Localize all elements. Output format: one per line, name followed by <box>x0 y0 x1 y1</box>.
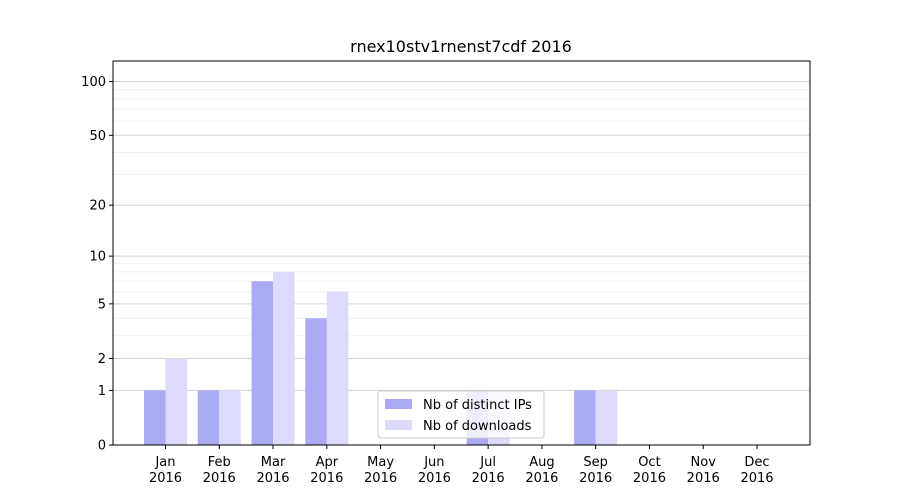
x-tick-label-year: 2016 <box>310 471 343 486</box>
legend-label: Nb of distinct IPs <box>423 398 532 413</box>
bar-downloads <box>595 390 618 445</box>
x-tick-label-month: May <box>367 455 394 470</box>
y-tick-label: 5 <box>98 297 106 312</box>
legend-swatch <box>385 399 412 409</box>
bars <box>143 271 618 445</box>
bar-distinct-ips <box>143 390 166 445</box>
legend-box <box>377 390 545 439</box>
x-tick-label-year: 2016 <box>579 471 612 486</box>
legend-swatch <box>385 420 412 430</box>
x-tick-label-month: Apr <box>316 455 339 470</box>
x-tick-label-year: 2016 <box>364 471 397 486</box>
x-tick-label-month: Mar <box>261 455 286 470</box>
x-tick-label-year: 2016 <box>203 471 236 486</box>
y-tick-label: 100 <box>81 75 106 90</box>
bar-downloads <box>273 271 295 445</box>
y-tick-label: 10 <box>89 250 106 265</box>
x-tick-label-year: 2016 <box>740 471 773 486</box>
y-tick-label: 0 <box>98 439 106 454</box>
bar-downloads <box>165 358 188 445</box>
x-tick-label-month: Sep <box>583 455 608 470</box>
x-tick-label-month: Jan <box>154 455 175 470</box>
bar-distinct-ips <box>574 390 596 445</box>
x-tick-label-month: Jul <box>479 455 496 470</box>
x-tick-label-month: Jun <box>423 455 444 470</box>
axes: 0125102050100Jan2016Feb2016Mar2016Apr201… <box>81 60 811 486</box>
x-tick-label-month: Feb <box>208 455 231 470</box>
legend: Nb of distinct IPs Nb of downloads <box>377 390 545 439</box>
y-tick-label: 1 <box>98 384 106 399</box>
y-tick-label: 20 <box>89 199 106 214</box>
bar-distinct-ips <box>251 281 274 445</box>
x-tick-label-year: 2016 <box>472 471 505 486</box>
x-tick-label-month: Dec <box>744 455 769 470</box>
bar-distinct-ips <box>305 318 327 445</box>
x-tick-label-year: 2016 <box>256 471 289 486</box>
x-tick-label-month: Aug <box>529 455 554 470</box>
x-tick-label-year: 2016 <box>633 471 666 486</box>
x-tick-label-year: 2016 <box>149 471 182 486</box>
x-tick-label-year: 2016 <box>687 471 720 486</box>
x-tick-label-year: 2016 <box>525 471 558 486</box>
plot-frame <box>112 60 811 446</box>
bar-downloads <box>219 390 241 445</box>
legend-label: Nb of downloads <box>423 419 532 434</box>
x-tick-label-month: Nov <box>691 455 717 470</box>
bar-distinct-ips <box>197 390 220 445</box>
x-tick-label-year: 2016 <box>418 471 451 486</box>
bar-downloads <box>326 291 349 445</box>
y-tick-label: 50 <box>89 129 106 144</box>
x-tick-label-month: Oct <box>638 455 660 470</box>
y-tick-label: 2 <box>98 352 106 367</box>
chart-title: rnex10stv1rnenst7cdf 2016 <box>350 37 572 56</box>
